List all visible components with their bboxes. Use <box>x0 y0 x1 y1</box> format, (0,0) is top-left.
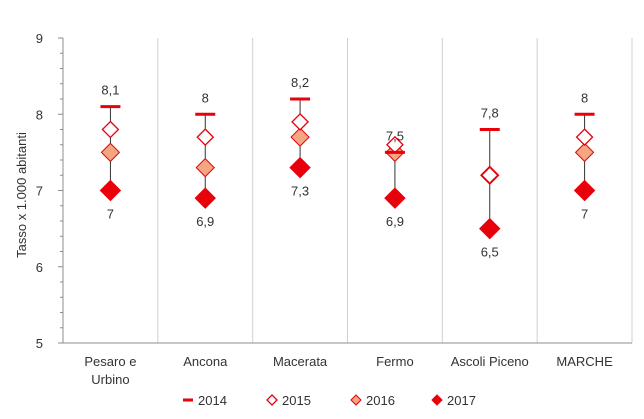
marker-2017 <box>384 187 406 209</box>
marker-2017 <box>99 179 122 202</box>
data-label-2014: 7,8 <box>481 106 499 121</box>
marker-2017 <box>479 217 501 240</box>
marker-2015 <box>196 128 215 147</box>
x-axis: Pesaro e Urbino Ancona Macerata Fermo Ascoli … <box>63 342 632 387</box>
marker-2016 <box>195 157 215 178</box>
legend-swatch <box>350 394 362 406</box>
data-label-2017: 6,9 <box>386 214 404 229</box>
x-tick-label: Urbino <box>91 372 129 387</box>
marker-2015 <box>101 120 120 139</box>
data-label-2014: 8,2 <box>291 75 309 90</box>
y-tick-label: 5 <box>36 336 43 351</box>
marker-2017 <box>573 179 596 202</box>
marker-2015 <box>575 128 594 147</box>
x-tick-label: Ancona <box>183 354 228 369</box>
marker-2017 <box>289 156 311 179</box>
legend: 2014 2015 2016 2017 <box>183 393 476 408</box>
legend-item-2015: 2015 <box>266 393 311 408</box>
data-label-2017: 6,9 <box>196 214 214 229</box>
legend-item-2014: 2014 <box>183 393 227 408</box>
data-label-2014: 8,1 <box>101 83 119 98</box>
x-tick-label: MARCHE <box>556 354 613 369</box>
legend-label: 2016 <box>366 393 395 408</box>
legend-swatch <box>431 394 443 406</box>
y-tick-label: 7 <box>36 184 43 199</box>
data-label-2017: 7 <box>581 207 588 222</box>
data-marks <box>99 97 596 240</box>
data-label-2017: 6,5 <box>481 245 499 260</box>
marker-2015 <box>480 166 499 185</box>
legend-label: 2014 <box>198 393 227 408</box>
data-label-2017: 7 <box>107 207 114 222</box>
legend-label: 2017 <box>447 393 476 408</box>
legend-item-2016: 2016 <box>350 393 395 408</box>
marker-2017 <box>194 187 216 209</box>
data-label-2014: 8 <box>581 90 588 105</box>
y-axis: 5 6 7 8 9 <box>36 31 64 351</box>
x-tick-label: Macerata <box>273 354 328 369</box>
marker-2016 <box>100 142 121 163</box>
marker-2015 <box>291 112 310 131</box>
marker-2016 <box>290 127 310 147</box>
x-tick-label: Pesaro e <box>84 354 136 369</box>
marker-2016 <box>574 142 595 163</box>
data-labels: 8,1 8 8,2 7,5 7,8 8 7 6,9 7,3 6,9 6,5 7 <box>101 75 588 260</box>
legend-item-2017: 2017 <box>431 393 476 408</box>
y-tick-label: 6 <box>36 260 43 275</box>
x-tick-label: Fermo <box>376 354 414 369</box>
y-tick-label: 8 <box>36 107 43 122</box>
legend-swatch <box>266 394 278 406</box>
data-label-2014: 8 <box>202 90 209 105</box>
data-label-2017: 7,3 <box>291 184 309 199</box>
y-tick-label: 9 <box>36 31 43 46</box>
data-label-2014: 7,5 <box>386 128 404 143</box>
legend-label: 2015 <box>282 393 311 408</box>
category-gridlines <box>157 38 633 343</box>
x-tick-label: Ascoli Piceno <box>451 354 529 369</box>
y-axis-title: Tasso x 1.000 abitanti <box>14 132 29 258</box>
